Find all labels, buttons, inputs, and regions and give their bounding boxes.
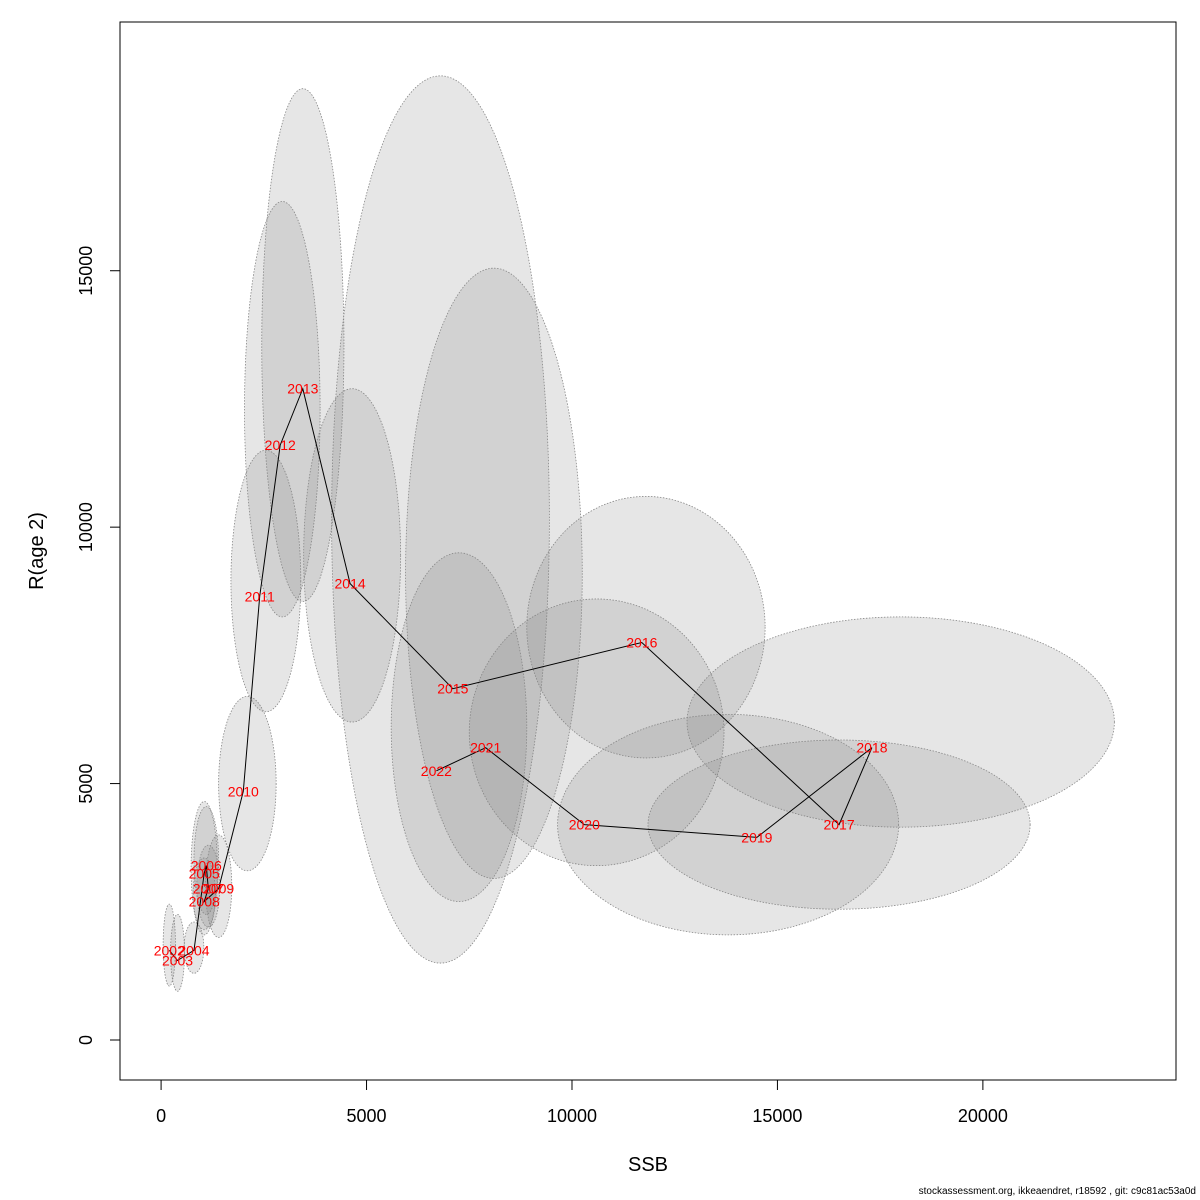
year-label-2008: 2008 — [189, 894, 220, 910]
confidence-ellipse-2014 — [303, 388, 402, 723]
year-label-2012: 2012 — [265, 437, 296, 453]
x-tick-label: 20000 — [958, 1106, 1008, 1126]
footer-credit: stockassessment.org, ikkeaendret, r18592… — [918, 1186, 1196, 1197]
y-tick-label: 5000 — [76, 764, 96, 804]
confidence-ellipse-2010 — [218, 695, 277, 872]
x-tick-label: 10000 — [547, 1106, 597, 1126]
confidence-ellipse-2017 — [686, 616, 1115, 828]
y-axis: 0 5000 10000 15000 — [76, 246, 121, 1045]
confidence-ellipse-2011 — [230, 449, 302, 713]
year-label-2022: 2022 — [421, 763, 452, 779]
x-tick-label: 15000 — [752, 1106, 802, 1126]
confidence-ellipse-2005 — [190, 801, 218, 936]
y-tick-label: 10000 — [76, 502, 96, 552]
y-axis-title: R(age 2) — [26, 512, 48, 590]
x-tick-label: 0 — [156, 1106, 166, 1126]
year-label-2009: 2009 — [203, 881, 234, 897]
year-label-2019: 2019 — [741, 829, 772, 845]
x-tick-label: 5000 — [347, 1106, 387, 1126]
year-label-2004: 2004 — [178, 942, 209, 958]
confidence-ellipse-2003 — [170, 913, 185, 992]
confidence-ellipse-2016 — [468, 598, 725, 867]
confidence-ellipses — [162, 75, 1115, 992]
confidence-ellipse-2006 — [193, 806, 220, 915]
year-label-2020: 2020 — [569, 817, 600, 833]
y-tick-label: 0 — [76, 1035, 96, 1045]
trajectory-line — [168, 387, 873, 962]
year-label-2015: 2015 — [437, 681, 468, 697]
year-label-2018: 2018 — [856, 740, 887, 756]
confidence-ellipse-2021 — [405, 267, 583, 879]
y-tick-label: 15000 — [76, 246, 96, 296]
year-label-2007: 2007 — [193, 881, 224, 897]
year-label-2013: 2013 — [287, 381, 318, 397]
year-label-2011: 2011 — [245, 588, 275, 604]
year-label-2003: 2003 — [162, 953, 193, 969]
year-label-2021: 2021 — [470, 740, 501, 756]
year-label-2006: 2006 — [191, 858, 222, 874]
year-label-2002: 2002 — [154, 942, 185, 958]
confidence-ellipse-2020 — [526, 495, 766, 759]
confidence-ellipse-2022 — [390, 552, 528, 902]
year-label-2010: 2010 — [228, 783, 259, 799]
year-label-2005: 2005 — [189, 865, 220, 881]
x-axis: 0 5000 10000 15000 20000 — [156, 1079, 1008, 1126]
year-label-2014: 2014 — [335, 576, 366, 592]
confidence-ellipse-2019 — [557, 713, 900, 936]
confidence-ellipse-2012 — [244, 201, 321, 618]
confidence-ellipse-2009 — [205, 834, 233, 938]
confidence-ellipse-2015 — [331, 75, 550, 964]
year-label-2017: 2017 — [823, 817, 854, 833]
year-label-2016: 2016 — [626, 635, 657, 651]
x-axis-title: SSB — [628, 1154, 668, 1176]
